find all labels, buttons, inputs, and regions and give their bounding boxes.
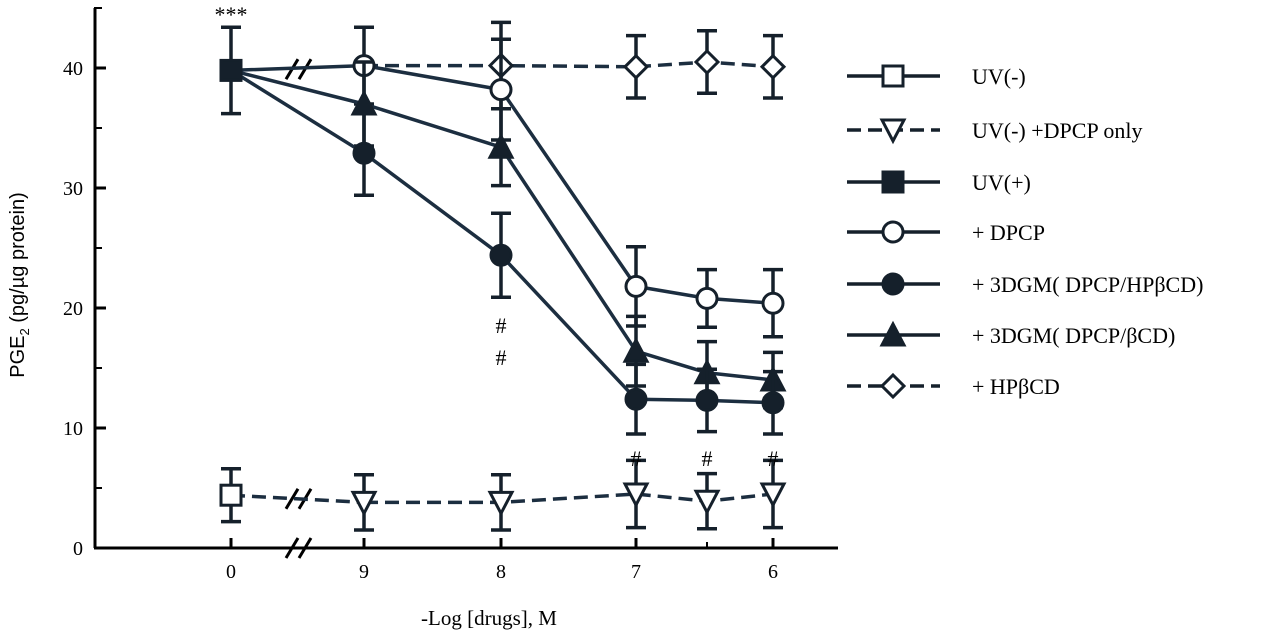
x-tick-label: 0: [226, 561, 236, 583]
data-point: [350, 490, 378, 517]
series-line: [230, 493, 365, 505]
series-line: [230, 68, 774, 382]
legend-item: UV(-) +DPCP only: [847, 118, 1143, 145]
axes: 0 10 20 30 40 0 9 8 7 6: [63, 7, 838, 583]
data-point: [695, 388, 719, 412]
legend-item: + 3DGM( DPCP/HPβCD): [847, 272, 1203, 297]
y-tick-label: 0: [73, 538, 83, 560]
y-tick-label: 20: [63, 298, 83, 320]
data-point: [487, 132, 515, 159]
data-point: [759, 482, 787, 509]
legend-marker: [879, 320, 907, 347]
data-point: [759, 53, 787, 80]
data-point: [487, 490, 515, 517]
annotation-label: #: [768, 446, 779, 471]
series-2: [230, 458, 787, 532]
legend-item: + 3DGM( DPCP/βCD): [847, 320, 1175, 348]
data-point: [624, 274, 648, 298]
series-1: [219, 467, 243, 524]
data-point: [695, 286, 719, 310]
x-tick-label: 7: [631, 561, 641, 583]
annotation-label: #: [631, 446, 642, 471]
x-tick-label: 8: [496, 561, 506, 583]
annotation-label: #: [496, 313, 507, 338]
y-tick-label: 10: [63, 418, 83, 440]
x-tick-label: 6: [768, 561, 778, 583]
series-layer: [219, 20, 787, 532]
series-5: [230, 68, 785, 436]
y-axis-title: PGE2 (pg/µg protein): [7, 192, 32, 378]
data-point: [489, 243, 513, 267]
data-point: [693, 489, 721, 516]
legend-marker: [881, 220, 905, 244]
legend-item: + DPCP: [847, 220, 1045, 245]
legend-label: + 3DGM( DPCP/βCD): [972, 323, 1175, 348]
legend-label: UV(-): [972, 64, 1026, 89]
data-point: [622, 53, 650, 80]
data-point: [489, 78, 513, 102]
series-break-mark: [284, 488, 300, 510]
data-point: [761, 391, 785, 415]
series-3: [219, 25, 243, 116]
x-axis-title: -Log [drugs], M: [421, 606, 557, 630]
x-tick-label: 9: [359, 561, 369, 583]
series-6: [230, 60, 787, 410]
series-4: [230, 25, 785, 339]
data-point: [219, 58, 243, 82]
legend-marker: [879, 372, 907, 400]
axis-break-mark: [297, 537, 313, 559]
legend-label: + HPβCD: [972, 374, 1060, 399]
legend-marker: [879, 118, 907, 145]
annotation-label: ***: [215, 2, 248, 27]
annotation-label: #: [496, 345, 507, 370]
annotation-label: #: [702, 446, 713, 471]
legend: UV(-) UV(-) +DPCP only UV(+) + DPCP + 3DGM( …: [847, 64, 1203, 400]
data-point: [622, 482, 650, 509]
data-point: [352, 141, 376, 165]
axis-break-mark: [284, 537, 300, 559]
annotations: *** # # # # #: [215, 2, 779, 471]
legend-item: UV(+): [847, 170, 1031, 195]
y-tick-label: 30: [63, 178, 83, 200]
legend-label: + 3DGM( DPCP/HPβCD): [972, 272, 1203, 297]
legend-marker: [881, 64, 905, 88]
data-point: [693, 48, 721, 76]
legend-label: UV(+): [972, 170, 1031, 195]
y-tick-label: 40: [63, 58, 83, 80]
data-point: [622, 336, 650, 363]
legend-label: + DPCP: [972, 220, 1045, 245]
legend-item: UV(-): [847, 64, 1026, 89]
data-point: [219, 483, 243, 507]
data-point: [624, 387, 648, 411]
legend-marker: [881, 272, 905, 296]
series-line: [364, 492, 774, 505]
legend-marker: [881, 170, 905, 194]
series-line: [364, 60, 774, 69]
series-7: [364, 20, 787, 111]
legend-label: UV(-) +DPCP only: [972, 118, 1143, 143]
data-point: [761, 291, 785, 315]
legend-item: + HPβCD: [847, 372, 1060, 400]
